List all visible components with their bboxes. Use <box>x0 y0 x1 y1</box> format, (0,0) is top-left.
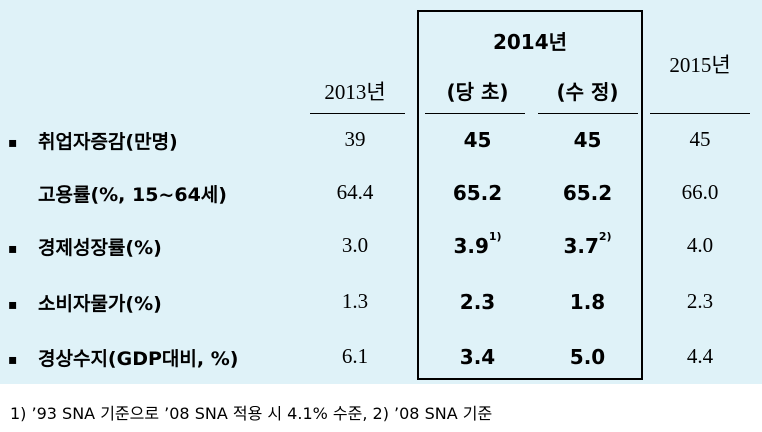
value-2014-revised: 45 <box>573 128 602 152</box>
value-2013: 3.0 <box>341 233 369 257</box>
value-2014-revised: 3.72) <box>563 230 612 258</box>
row-label: 고용률(%, 15~64세) <box>8 180 227 207</box>
header-rule-2013 <box>310 113 405 114</box>
row-label-text: 취업자증감(만명) <box>38 131 178 153</box>
row-label: ▪ 소비자물가(%) <box>8 289 162 316</box>
header-rule-revised <box>538 113 638 114</box>
row-label: ▪ 경제성장률(%) <box>8 233 162 260</box>
row-label: ▪ 취업자증감(만명) <box>8 127 178 154</box>
value-2015: 2.3 <box>686 289 714 313</box>
header-2014-initial: (당 초) <box>446 80 509 104</box>
value-2015: 4.0 <box>686 233 714 257</box>
row-label-text: 고용률(%, 15~64세) <box>38 184 227 206</box>
header-2014-revised: (수 정) <box>556 80 619 104</box>
value-2015: 66.0 <box>681 180 719 204</box>
value-2015: 45 <box>689 127 711 151</box>
row-bullet: ▪ <box>8 351 18 368</box>
value-2014-initial: 45 <box>463 128 492 152</box>
value-2014-initial: 2.3 <box>459 290 496 314</box>
value-2014-revised: 65.2 <box>562 181 613 205</box>
value-2014-revised: 1.8 <box>569 290 606 314</box>
row-bullet: ▪ <box>8 296 18 313</box>
value-2013: 39 <box>344 127 366 151</box>
footnote: 1) ’93 SNA 기준으로 ’08 SNA 적용 시 4.1% 수준, 2)… <box>10 404 493 423</box>
row-label-text: 경상수지(GDP대비, %) <box>38 348 239 370</box>
forecast-2014-highlight-box <box>417 10 643 380</box>
header-rule-initial <box>425 113 525 114</box>
header-2014: 2014년 <box>492 30 568 54</box>
value-2013: 64.4 <box>336 180 374 204</box>
value-2013: 1.3 <box>341 289 369 313</box>
value-2014-initial: 65.2 <box>452 181 503 205</box>
forecast-table: 2013년 2014년 (당 초) (수 정) 2015년 ▪ 취업자증감(만명)… <box>0 0 762 384</box>
row-label-text: 경제성장률(%) <box>38 237 162 259</box>
value-2014-initial: 3.4 <box>459 345 496 369</box>
row-bullet: ▪ <box>8 134 18 151</box>
header-rule-2015 <box>650 113 750 114</box>
value-2014-revised: 5.0 <box>569 345 606 369</box>
row-bullet: ▪ <box>8 240 18 257</box>
value-2014-initial: 3.91) <box>453 230 502 258</box>
header-2015: 2015년 <box>669 53 731 77</box>
value-2015: 4.4 <box>686 344 714 368</box>
row-label: ▪ 경상수지(GDP대비, %) <box>8 344 238 371</box>
header-2013: 2013년 <box>324 80 386 104</box>
row-label-text: 소비자물가(%) <box>38 293 162 315</box>
value-2013: 6.1 <box>341 344 369 368</box>
